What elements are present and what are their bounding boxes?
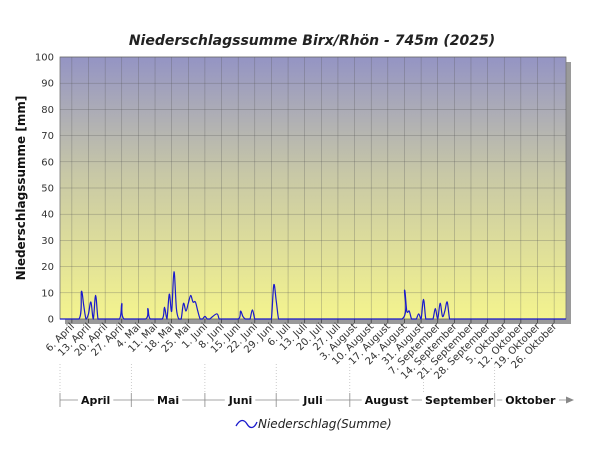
y-tick-label: 70 <box>41 131 54 142</box>
grid-lines <box>60 56 566 320</box>
y-tick-label: 20 <box>41 262 54 273</box>
month-label-bg <box>299 393 326 408</box>
chart-title: Niederschlagssumme Birx/Rhön - 745m (202… <box>129 33 495 49</box>
y-tick-label: 30 <box>41 236 54 247</box>
y-tick-label: 0 <box>48 315 54 326</box>
month-label: April <box>81 394 110 407</box>
y-tick-labels: 0 10 20 30 40 50 60 70 80 90 100 <box>35 53 54 326</box>
y-tick-label: 60 <box>41 157 54 168</box>
month-label: September <box>425 394 494 407</box>
y-tick-label: 90 <box>41 79 54 90</box>
series-line <box>59 271 566 320</box>
month-label: Oktober <box>505 394 556 407</box>
month-label-bg <box>154 393 183 408</box>
month-label: Juni <box>228 394 253 407</box>
month-label-bg <box>502 393 560 408</box>
month-label: Mai <box>157 394 179 407</box>
month-axis: April Mai Juni Juli August September Oktober <box>59 364 574 408</box>
y-axis-label: Niederschlagssumme [mm] <box>14 96 28 281</box>
month-label-bg <box>421 393 497 408</box>
month-label: Juli <box>302 394 322 407</box>
y-tick-label: 50 <box>41 184 54 195</box>
y-tick-label: 40 <box>41 210 54 221</box>
legend-entry: Niederschlag(Summe) <box>258 417 392 431</box>
month-axis-arrow <box>566 396 574 404</box>
month-label-bg <box>224 393 256 408</box>
y-tick-label: 10 <box>41 288 54 299</box>
y-tick-label: 100 <box>35 53 54 64</box>
y-tick-label: 80 <box>41 105 54 116</box>
legend-swatch <box>235 419 258 429</box>
legend: Niederschlag(Summe) <box>235 417 392 431</box>
month-label-bg <box>361 393 412 408</box>
month-label-bg <box>77 393 114 408</box>
month-label: August <box>365 394 409 407</box>
series-lines <box>59 271 566 320</box>
